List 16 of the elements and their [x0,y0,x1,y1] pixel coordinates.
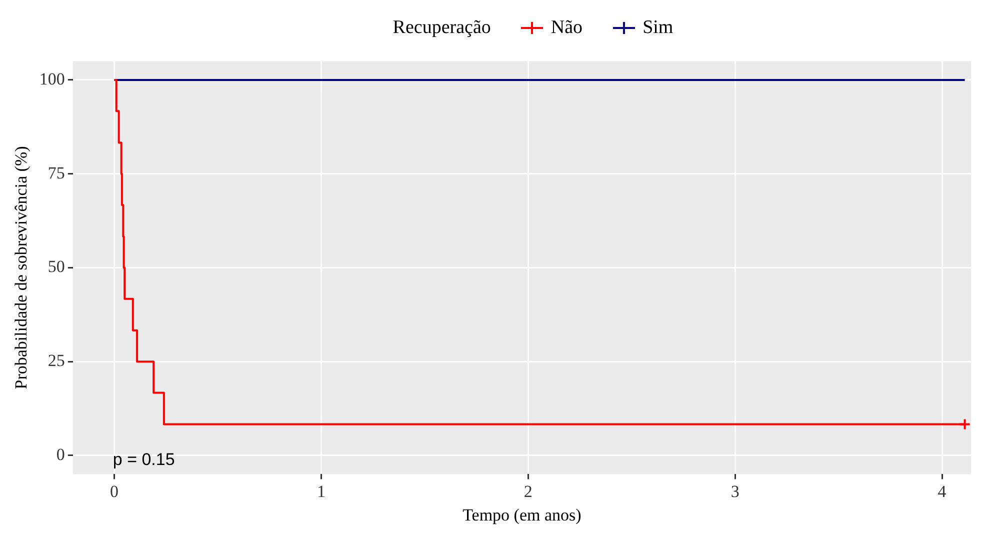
x-tick-label: 4 [938,482,947,501]
x-tick-label: 2 [524,482,532,501]
y-tick-label: 0 [56,444,65,464]
legend-label: Sim [642,17,674,39]
x-axis-title: Tempo (em anos) [462,505,582,524]
y-tick-label: 75 [48,163,65,182]
x-tick-label: 0 [110,482,119,501]
annotation: p = 0.15 [112,450,175,469]
y-tick-label: 50 [48,257,65,276]
y-tick-label: 100 [39,69,65,88]
y-axis-title: Probabilidade de sobrevivência (%) [12,146,31,390]
legend-title: Recuperação [392,17,491,39]
legend-label: Não [550,17,583,39]
x-tick-label: 3 [730,482,740,501]
x-tick-label: 1 [316,482,326,501]
y-tick-label: 25 [48,351,65,370]
